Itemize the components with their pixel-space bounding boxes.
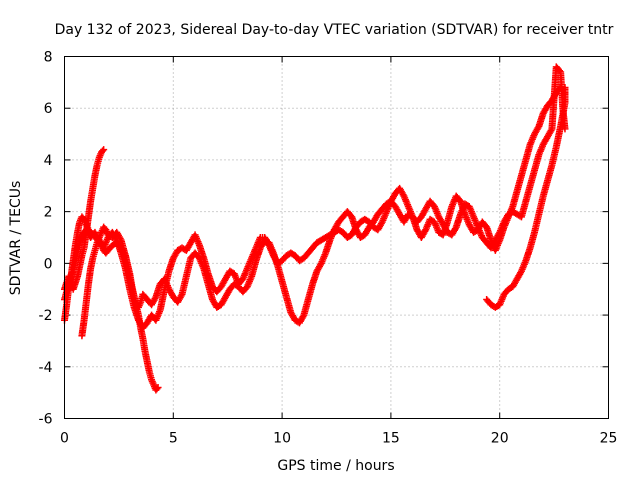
axis-ticks: 0 5 10 15 20 25 -6 -4 -2 0 2 4 6 8 (39, 50, 618, 447)
data-point-trace-e (561, 84, 569, 92)
data-point-trace-c (99, 147, 107, 155)
data-point-trace-b (561, 125, 569, 133)
data-point-trace-d (116, 235, 124, 243)
data-point-trace-b (547, 126, 555, 134)
data-point-trace-d (153, 385, 161, 393)
y-tick-label: 2 (44, 205, 53, 221)
data-point-trace-a (177, 292, 185, 300)
x-tick-label: 0 (60, 431, 69, 447)
data-point-trace-b (556, 67, 564, 75)
y-tick-label: 8 (44, 50, 53, 66)
y-axis-label: SDTVAR / TECUs (8, 181, 24, 296)
x-tick-label: 5 (169, 431, 178, 447)
x-axis-label: GPS time / hours (277, 458, 394, 474)
y-tick-label: 4 (44, 153, 53, 169)
y-tick-label: -6 (39, 412, 53, 428)
x-tick-label: 15 (382, 431, 400, 447)
y-tick-label: 0 (44, 256, 53, 272)
data-point-trace-c (100, 146, 108, 154)
y-tick-label: -4 (39, 360, 53, 376)
data-points (61, 63, 569, 394)
x-tick-label: 10 (273, 431, 291, 447)
grid (64, 56, 609, 419)
data-point-trace-a (534, 124, 542, 132)
plot-frame (64, 56, 609, 419)
x-tick-label: 20 (491, 431, 509, 447)
x-tick-label: 25 (600, 431, 618, 447)
data-point-trace-a (151, 295, 159, 303)
y-tick-label: 6 (44, 101, 53, 117)
chart-title: Day 132 of 2023, Sidereal Day-to-day VTE… (55, 22, 614, 38)
y-tick-label: -2 (39, 308, 53, 324)
data-point-trace-b (451, 225, 459, 233)
data-point-trace-d (154, 383, 162, 391)
data-point-trace-a (299, 313, 307, 321)
